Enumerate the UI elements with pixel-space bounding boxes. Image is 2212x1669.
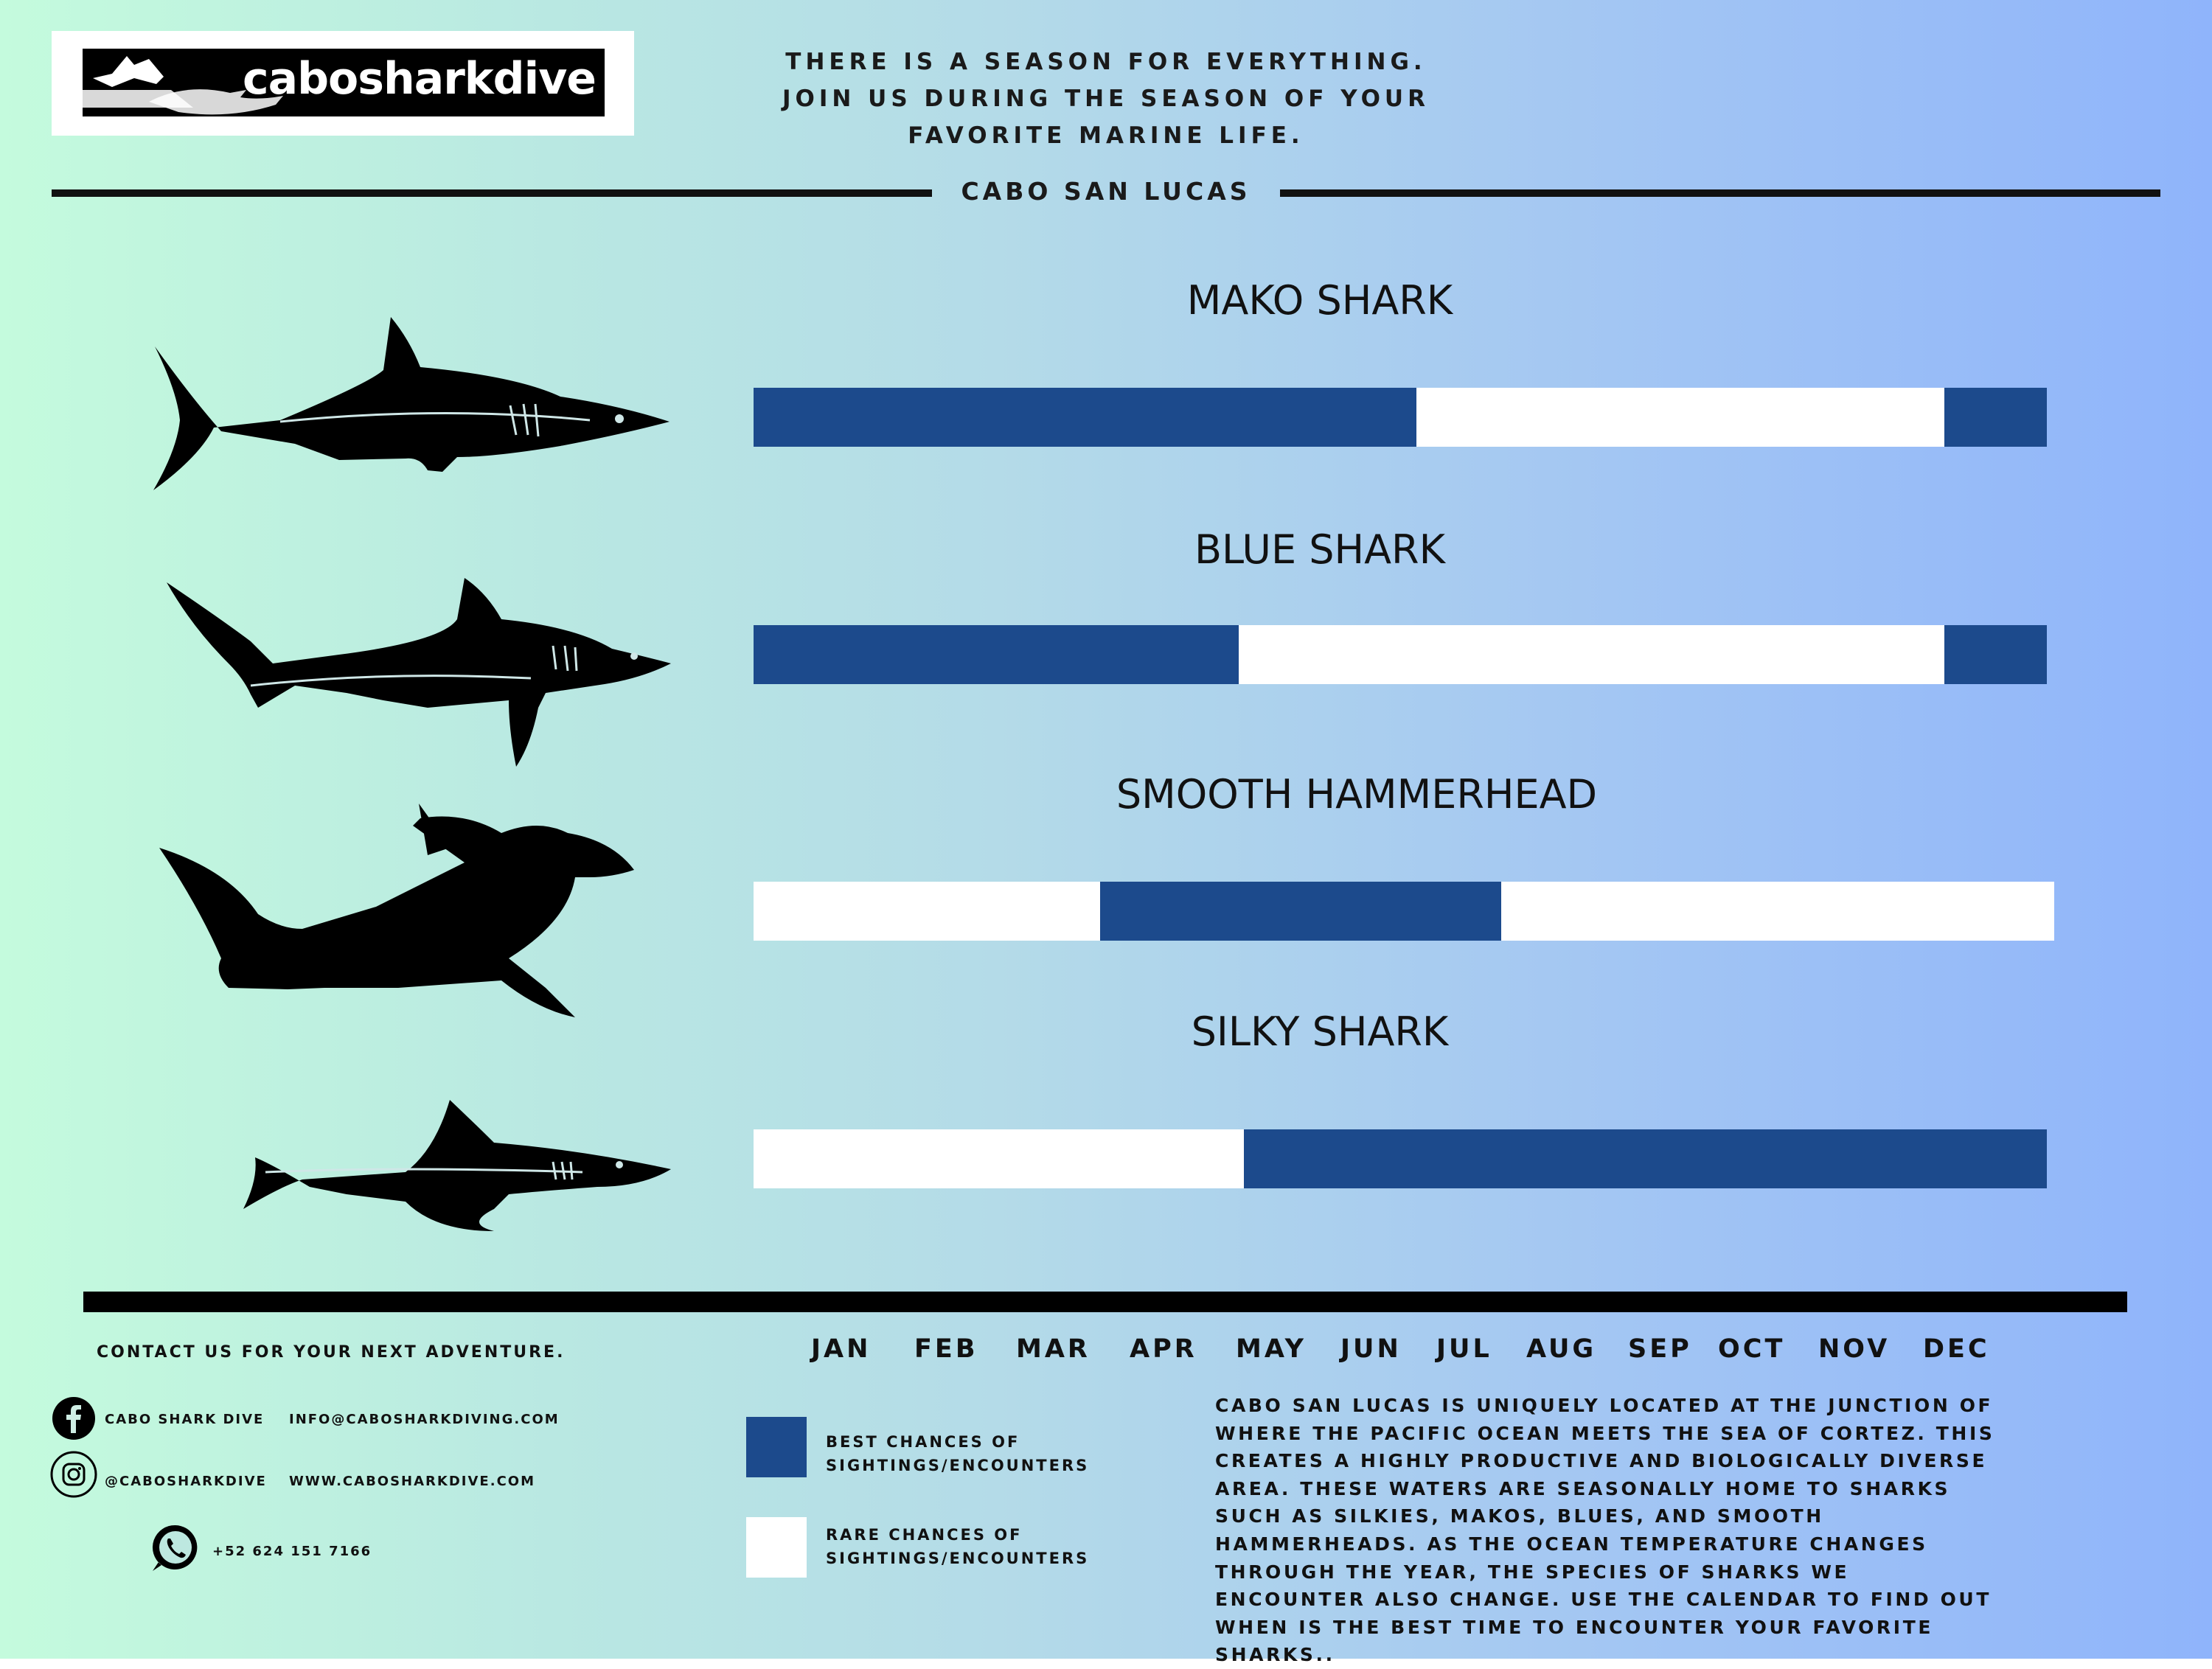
phone-number[interactable]: +52 624 151 7166 xyxy=(212,1544,372,1559)
instagram-icon[interactable] xyxy=(50,1451,97,1501)
legend-swatch-rare xyxy=(746,1517,807,1578)
best-season-segment xyxy=(1100,882,1502,941)
month-label: SEP xyxy=(1628,1334,1692,1364)
best-season-segment xyxy=(754,625,1239,684)
tagline-line-1: THERE IS A SEASON FOR EVERYTHING. xyxy=(785,49,1427,75)
best-season-segment xyxy=(1244,1129,2047,1188)
blue-shark-silhouette-icon xyxy=(167,578,671,767)
best-season-segment xyxy=(1944,625,2047,684)
best-season-segment xyxy=(1944,388,2047,447)
species-title-mako: MAKO SHARK xyxy=(1186,277,1453,324)
whatsapp-icon[interactable] xyxy=(150,1522,201,1577)
month-label: JAN xyxy=(811,1334,872,1364)
legend-label-rare: RARE CHANCES OF SIGHTINGS/ENCOUNTERS xyxy=(826,1526,1090,1567)
facebook-icon[interactable] xyxy=(52,1396,96,1443)
diver-shark-logo-icon xyxy=(83,56,283,115)
species-title-hammerhead: SMOOTH HAMMERHEAD xyxy=(1116,771,1598,818)
logo-plate: cabosharkdive xyxy=(83,49,605,116)
divider-right xyxy=(1280,189,2160,197)
month-label: OCT xyxy=(1718,1334,1786,1364)
tagline-line-3: FAVORITE MARINE LIFE. xyxy=(908,122,1304,149)
month-label: MAY xyxy=(1236,1334,1307,1364)
month-label: MAR xyxy=(1016,1334,1091,1364)
best-season-segment xyxy=(754,388,1416,447)
month-label: JUL xyxy=(1436,1334,1492,1364)
season-bar-silky xyxy=(754,1129,2047,1188)
month-label: DEC xyxy=(1923,1334,1990,1364)
species-title-blue: BLUE SHARK xyxy=(1194,526,1445,573)
facebook-handle[interactable]: CABO SHARK DIVE xyxy=(105,1412,265,1427)
divider-left xyxy=(52,189,932,197)
month-label: JUN xyxy=(1340,1334,1402,1364)
mako-shark-silhouette-icon xyxy=(153,317,669,490)
month-label: NOV xyxy=(1818,1334,1891,1364)
season-bar-mako xyxy=(754,388,2047,447)
legend-swatch-best xyxy=(746,1417,807,1477)
instagram-handle[interactable]: @CABOSHARKDIVE xyxy=(105,1474,267,1489)
tagline-line-2: JOIN US DURING THE SEASON OF YOUR xyxy=(782,86,1430,112)
logo[interactable]: cabosharkdive xyxy=(52,31,634,136)
footer-divider xyxy=(83,1292,2127,1312)
email-link[interactable]: INFO@CABOSHARKDIVING.COM xyxy=(289,1412,560,1427)
description-paragraph: CABO SAN LUCAS IS UNIQUELY LOCATED AT TH… xyxy=(1215,1395,1995,1666)
season-bar-hammerhead xyxy=(754,882,2054,941)
website-link[interactable]: WWW.CABOSHARKDIVE.COM xyxy=(289,1474,535,1489)
legend-label-best: BEST CHANCES OF SIGHTINGS/ENCOUNTERS xyxy=(826,1433,1090,1474)
logo-text: cabosharkdive xyxy=(243,53,597,105)
month-label: AUG xyxy=(1526,1334,1597,1364)
hammerhead-silhouette-icon xyxy=(159,804,634,1017)
species-title-silky: SILKY SHARK xyxy=(1191,1008,1449,1055)
silky-shark-silhouette-icon xyxy=(189,1100,671,1231)
contact-heading: CONTACT US FOR YOUR NEXT ADVENTURE. xyxy=(97,1343,566,1362)
season-bar-blue xyxy=(754,625,2047,684)
location-label: CABO SAN LUCAS xyxy=(961,177,1251,206)
month-label: APR xyxy=(1130,1334,1197,1364)
month-label: FEB xyxy=(914,1334,978,1364)
